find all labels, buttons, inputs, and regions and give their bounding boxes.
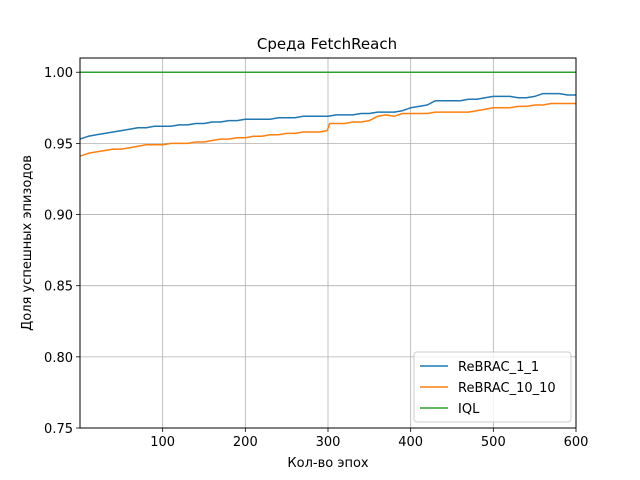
- x-axis-label: Кол-во эпох: [287, 456, 369, 471]
- y-tick-label: 0.80: [44, 351, 73, 366]
- x-tick-label: 500: [481, 435, 506, 450]
- x-tick-label: 100: [150, 435, 175, 450]
- x-axis: 100 200 300 400 500 600: [150, 428, 588, 450]
- chart-title: Среда FetchReach: [257, 35, 397, 53]
- y-tick-label: 0.95: [44, 137, 73, 152]
- x-tick-label: 600: [564, 435, 589, 450]
- series-line-0: [79, 92, 576, 140]
- x-tick-label: 200: [233, 435, 258, 450]
- x-tick-label: 300: [316, 435, 341, 450]
- y-axis: 0.75 0.80 0.85 0.90 0.95 1.00: [44, 66, 80, 437]
- x-tick-label: 400: [398, 435, 423, 450]
- y-tick-label: 1.00: [44, 66, 73, 81]
- legend-label: IQL: [458, 402, 480, 417]
- y-tick-label: 0.75: [44, 422, 73, 437]
- legend: ReBRAC_1_1 ReBRAC_10_10 IQL: [413, 351, 572, 423]
- legend-box: [413, 351, 572, 423]
- legend-label: ReBRAC_1_1: [458, 360, 539, 375]
- legend-label: ReBRAC_10_10: [458, 381, 556, 396]
- y-axis-label: Доля успешных эпизодов: [20, 155, 35, 331]
- y-tick-label: 0.85: [44, 280, 73, 295]
- series-line-1: [79, 102, 576, 157]
- y-tick-label: 0.90: [44, 209, 73, 224]
- series-lines: [79, 71, 576, 157]
